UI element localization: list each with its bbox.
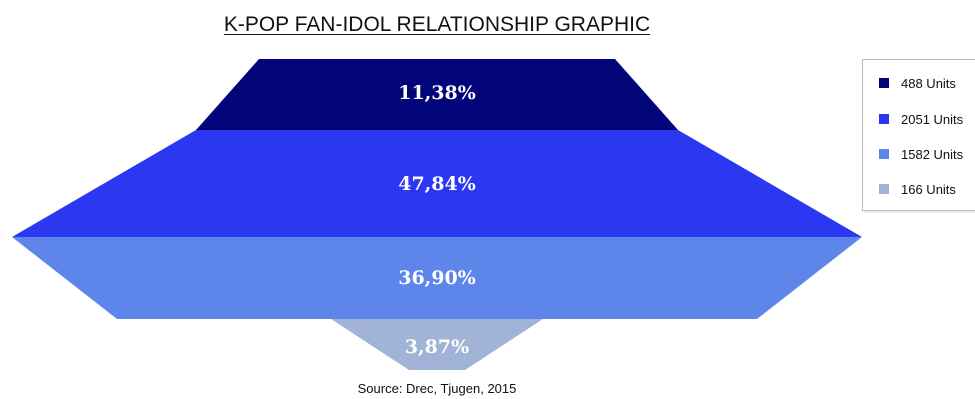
funnel-segment	[12, 130, 862, 237]
segment-percent-label: 11,38%	[398, 82, 476, 104]
legend: 488 Units 2051 Units 1582 Units 166 Units	[862, 59, 975, 211]
legend-label: 488 Units	[901, 75, 956, 91]
segment-percent-label: 3,87%	[405, 336, 469, 358]
legend-swatch	[879, 184, 889, 194]
legend-item: 2051 Units	[879, 110, 963, 128]
legend-swatch	[879, 149, 889, 159]
legend-item: 166 Units	[879, 180, 956, 198]
funnel-chart: 11,38% 47,84% 36,90% 3,87%	[12, 59, 862, 370]
legend-label: 166 Units	[901, 181, 956, 197]
segment-percent-label: 47,84%	[398, 173, 476, 195]
legend-item: 1582 Units	[879, 145, 963, 163]
funnel-segment	[196, 59, 678, 130]
legend-label: 2051 Units	[901, 111, 964, 127]
legend-swatch	[879, 114, 889, 124]
segment-percent-label: 36,90%	[398, 267, 476, 289]
funnel-segment	[12, 237, 862, 319]
legend-label: 1582 Units	[901, 146, 964, 162]
legend-swatch	[879, 78, 889, 88]
legend-item: 488 Units	[879, 74, 956, 92]
source-note: Source: Drec, Tjugen, 2015	[357, 381, 517, 396]
chart-title: K-POP FAN-IDOL RELATIONSHIP GRAPHIC	[223, 13, 651, 36]
funnel-segment	[331, 319, 543, 370]
